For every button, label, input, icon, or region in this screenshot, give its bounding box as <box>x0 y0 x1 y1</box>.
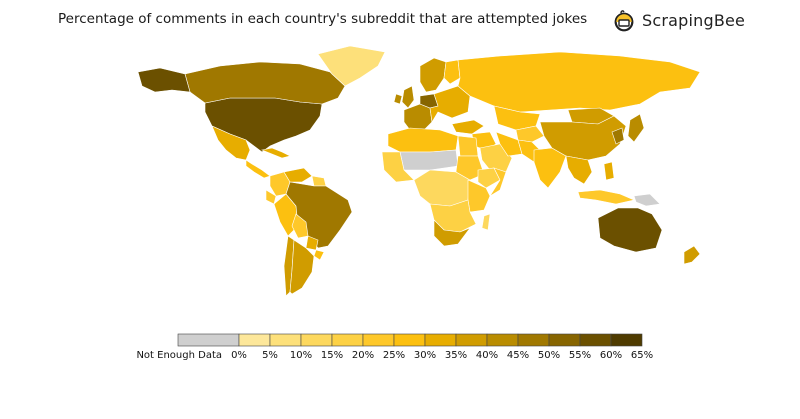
legend-tick-label: 60% <box>600 350 622 361</box>
legend-tick-label: 25% <box>383 350 405 361</box>
legend-tick-label: 10% <box>290 350 312 361</box>
country-region <box>495 131 523 157</box>
country-region <box>451 119 485 135</box>
legend-tick-label: 50% <box>538 350 560 361</box>
legend-swatch <box>455 333 488 347</box>
legend-tick-label: 0% <box>231 350 247 361</box>
legend-swatch <box>548 333 581 347</box>
country-region <box>401 85 415 109</box>
legend-tick-label: 15% <box>321 350 343 361</box>
legend-tick-label: 20% <box>352 350 374 361</box>
legend-tick-label: 40% <box>476 350 498 361</box>
country-region <box>457 51 701 113</box>
legend-tick-label: 5% <box>262 350 278 361</box>
legend-swatch <box>269 333 302 347</box>
country-region <box>603 161 615 181</box>
country-region <box>455 155 485 181</box>
country-region <box>289 239 315 295</box>
legend-tick-label: 45% <box>507 350 529 361</box>
map-title: Percentage of comments in each country's… <box>58 11 588 27</box>
country-region <box>184 61 346 105</box>
country-region <box>245 159 271 179</box>
legend-swatch <box>238 333 271 347</box>
country-region <box>265 189 277 205</box>
legend-tick-label: 65% <box>631 350 653 361</box>
legend-swatch <box>300 333 333 347</box>
legend-swatch <box>393 333 426 347</box>
brand-name: ScrapingBee <box>642 10 746 30</box>
world-map <box>137 45 701 297</box>
country-region <box>633 193 661 207</box>
legend-swatch-no-data <box>177 333 240 347</box>
legend-swatch <box>579 333 612 347</box>
legend-swatch <box>362 333 395 347</box>
country-region <box>291 213 309 239</box>
legend-no-data-label: Not Enough Data <box>136 350 222 361</box>
country-region <box>317 45 386 87</box>
country-region <box>683 245 701 265</box>
country-region <box>477 167 501 189</box>
country-region <box>393 93 403 105</box>
country-region <box>565 155 593 185</box>
country-region <box>597 207 663 253</box>
country-region <box>515 125 545 143</box>
country-region <box>283 167 313 183</box>
country-region <box>433 219 471 247</box>
country-region <box>539 115 627 161</box>
country-region <box>137 67 191 93</box>
legend-tick-label: 55% <box>569 350 591 361</box>
bee-icon <box>614 10 634 32</box>
country-region <box>481 213 491 231</box>
legend-swatch <box>486 333 519 347</box>
brand-logo: ScrapingBee <box>612 8 745 32</box>
country-region <box>611 127 625 145</box>
country-region <box>419 57 447 93</box>
legend-swatch <box>517 333 550 347</box>
legend-swatch <box>331 333 364 347</box>
legend-tick-label: 35% <box>445 350 467 361</box>
country-region <box>285 181 353 249</box>
country-region <box>627 113 645 143</box>
country-region <box>577 189 635 205</box>
country-region <box>489 167 507 197</box>
country-region <box>260 147 291 159</box>
legend-tick-label: 30% <box>414 350 436 361</box>
legend-swatch <box>424 333 457 347</box>
country-region <box>443 59 461 85</box>
legend-swatch <box>610 333 643 347</box>
country-region <box>313 249 325 261</box>
